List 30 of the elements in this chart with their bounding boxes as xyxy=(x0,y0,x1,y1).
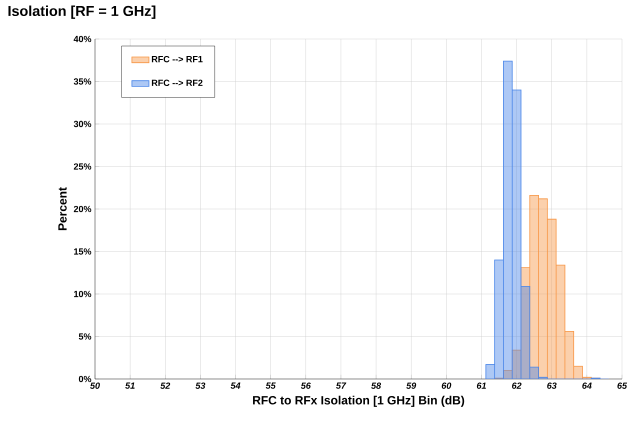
x-tick-label: 58 xyxy=(371,382,382,389)
x-tick-label: 56 xyxy=(300,382,311,389)
x-tick-label: 53 xyxy=(196,382,206,389)
x-tick-label: 62 xyxy=(512,382,522,389)
y-axis-title: Percent xyxy=(58,187,67,230)
legend-label: RFC --> RF2 xyxy=(152,80,202,86)
x-axis-title: RFC to RFx Isolation [1 GHz] Bin (dB) xyxy=(253,396,464,407)
x-tick-label: 51 xyxy=(125,382,135,389)
y-tick-label: 10% xyxy=(74,290,92,298)
x-tick-label: 52 xyxy=(160,382,170,389)
y-tick-label: 20% xyxy=(74,206,92,212)
x-tick-label: 65 xyxy=(617,382,628,389)
legend-label: RFC --> RF1 xyxy=(152,56,203,62)
y-tick-label: 0% xyxy=(78,376,92,382)
x-tick-label: 55 xyxy=(266,382,276,389)
y-tick-label: 35% xyxy=(74,78,92,85)
x-tick-label: 60 xyxy=(442,382,452,389)
x-tick-label: 63 xyxy=(547,382,557,389)
x-tick-label: 54 xyxy=(230,382,240,389)
chart-title: Isolation [RF = 1 GHz] xyxy=(8,6,156,19)
y-tick-label: 40% xyxy=(74,36,92,42)
y-tick-label: 5% xyxy=(78,333,92,340)
x-tick-label: 64 xyxy=(582,382,592,389)
y-tick-label: 15% xyxy=(74,248,92,255)
x-tick-label: 57 xyxy=(336,382,346,389)
x-tick-label: 59 xyxy=(406,382,416,389)
x-tick-label: 50 xyxy=(90,382,100,389)
y-tick-label: 30% xyxy=(74,120,92,128)
x-tick-label: 61 xyxy=(476,382,486,389)
y-tick-label: 25% xyxy=(74,163,92,170)
